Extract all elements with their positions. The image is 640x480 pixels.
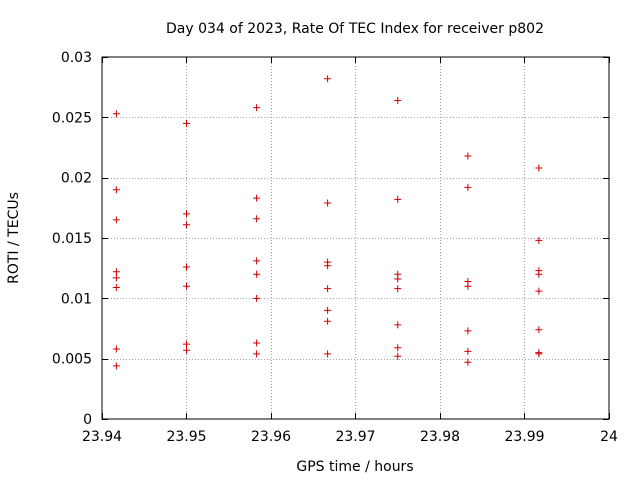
- data-point: [394, 195, 402, 203]
- data-point: [253, 350, 261, 358]
- data-point: [183, 282, 190, 290]
- data-point: [183, 210, 190, 218]
- tick-labels: 23.94 23.95 23.96 23.97 23.98 23.99 24 0 0.005 0.…: [52, 50, 618, 445]
- data-point: [535, 287, 543, 295]
- y-tick-label: 0: [83, 412, 92, 428]
- data-point: [183, 340, 190, 348]
- data-point: [183, 221, 190, 229]
- data-point: [324, 350, 332, 358]
- chart-title: Day 034 of 2023, Rate Of TEC Index for r…: [166, 21, 544, 37]
- data-point: [112, 345, 120, 353]
- x-tick-label: 23.97: [335, 429, 375, 445]
- data-point: [394, 321, 402, 329]
- x-tick-label: 23.96: [251, 429, 291, 445]
- data-point: [535, 270, 543, 278]
- data-point: [394, 96, 402, 104]
- data-points: [112, 75, 543, 370]
- data-point: [324, 199, 332, 207]
- data-point: [253, 104, 261, 112]
- data-point: [253, 294, 261, 302]
- y-tick-label: 0.01: [61, 291, 92, 307]
- data-point: [324, 317, 332, 325]
- data-point: [253, 215, 261, 223]
- x-axis-label: GPS time / hours: [296, 459, 413, 475]
- data-point: [535, 164, 543, 172]
- data-point: [464, 152, 472, 160]
- data-point: [324, 306, 332, 314]
- data-point: [112, 283, 120, 291]
- data-point: [112, 110, 120, 118]
- data-point: [112, 186, 120, 194]
- data-point: [535, 326, 543, 334]
- data-point: [394, 275, 402, 283]
- data-point: [464, 358, 472, 366]
- x-tick-label: 23.94: [82, 429, 122, 445]
- data-point: [324, 285, 332, 293]
- data-point: [464, 183, 472, 191]
- data-point: [253, 270, 261, 278]
- data-point: [183, 263, 190, 271]
- grid-lines: [102, 57, 609, 419]
- data-point: [112, 362, 120, 370]
- x-tick-label: 23.95: [166, 429, 206, 445]
- data-point: [112, 268, 120, 276]
- data-point: [253, 194, 261, 202]
- data-point: [464, 347, 472, 355]
- data-point: [464, 327, 472, 335]
- y-tick-label: 0.03: [61, 50, 92, 66]
- y-tick-label: 0.025: [52, 110, 92, 126]
- data-point: [535, 236, 543, 244]
- x-tick-label: 23.99: [504, 429, 544, 445]
- y-tick-label: 0.02: [61, 171, 92, 187]
- data-point: [112, 216, 120, 224]
- data-point: [535, 350, 543, 358]
- data-point: [183, 119, 190, 127]
- data-point: [394, 352, 402, 360]
- data-point: [324, 75, 332, 83]
- y-tick-label: 0.005: [52, 352, 92, 368]
- x-tick-label: 23.98: [420, 429, 460, 445]
- axis-ticks: [102, 57, 610, 420]
- data-point: [324, 262, 332, 270]
- x-tick-label: 24: [600, 429, 618, 445]
- y-tick-label: 0.015: [52, 231, 92, 247]
- y-axis-label: ROTI / TECUs: [6, 192, 22, 284]
- data-point: [464, 282, 472, 290]
- data-point: [112, 274, 120, 282]
- data-point: [253, 339, 261, 347]
- data-point: [394, 344, 402, 352]
- data-point: [183, 346, 190, 354]
- data-point: [253, 257, 261, 265]
- data-point: [394, 285, 402, 293]
